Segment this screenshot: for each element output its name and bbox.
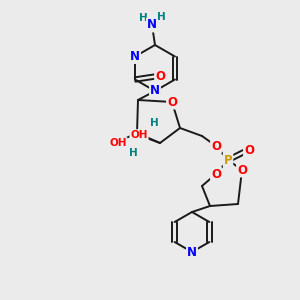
Text: OH: OH	[109, 138, 127, 148]
Text: N: N	[130, 50, 140, 63]
Text: N: N	[150, 85, 160, 98]
Text: O: O	[211, 167, 221, 181]
Text: O: O	[211, 140, 221, 152]
Text: O: O	[167, 95, 177, 109]
Text: O: O	[237, 164, 247, 176]
Text: P: P	[224, 154, 232, 166]
Text: N: N	[147, 19, 157, 32]
Text: H: H	[139, 13, 147, 23]
Text: O: O	[155, 70, 165, 83]
Text: N: N	[187, 245, 197, 259]
Text: O: O	[244, 145, 254, 158]
Text: H: H	[150, 118, 158, 128]
Text: H: H	[129, 148, 137, 158]
Text: H: H	[157, 12, 165, 22]
Text: OH: OH	[130, 130, 148, 140]
